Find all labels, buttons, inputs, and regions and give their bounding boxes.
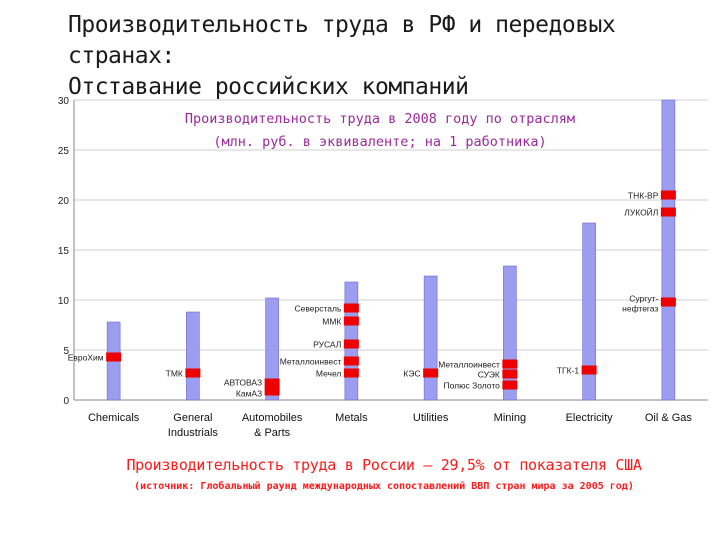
marker-Северсталь-Metals xyxy=(343,303,359,313)
x-tick-label-General Industrials: General Industrials xyxy=(168,412,219,439)
company-label-Металлоинвест-Metals: Металлоинвест xyxy=(280,357,342,367)
bar-Mining xyxy=(503,265,517,401)
marker-ЕвроХим-Chemicals xyxy=(106,352,122,362)
company-label-Северсталь-Metals: Северсталь xyxy=(294,304,341,314)
y-tick-label-5: 5 xyxy=(63,346,69,357)
marker-ТМК-General Industrials xyxy=(185,368,201,378)
company-label-ЕвроХим-Chemicals: ЕвроХим xyxy=(68,353,104,363)
y-tick-label-0: 0 xyxy=(63,396,69,407)
bar-Utilities xyxy=(423,275,438,401)
x-tick-label-Chemicals: Chemicals xyxy=(88,412,140,424)
slide-title-line-1: Производительность труда в РФ и передовы… xyxy=(68,12,616,69)
chart-subtitle: (млн. руб. в эквиваленте; на 1 работника… xyxy=(213,134,546,150)
marker-ТНК-ВР-Oil & Gas xyxy=(660,190,676,200)
company-label-СУЭК-Mining: СУЭК xyxy=(478,370,500,380)
company-label-КамАЗ-Automobiles & Parts: КамАЗ xyxy=(236,389,262,399)
x-tick-label-Oil & Gas: Oil & Gas xyxy=(645,412,693,424)
x-tick-label-Metals: Metals xyxy=(335,412,368,424)
company-label-Полюс Золото-Mining: Полюс Золото xyxy=(443,381,500,391)
y-tick-label-30: 30 xyxy=(58,96,70,107)
company-label-ТМК-General Industrials: ТМК xyxy=(166,369,183,379)
y-tick-label-15: 15 xyxy=(58,246,70,257)
company-label-Мечел-Metals: Мечел xyxy=(316,369,341,379)
marker-ЛУКОЙЛ-Oil & Gas xyxy=(660,207,676,217)
chart-title: Производительность труда в 2008 году по … xyxy=(185,111,575,127)
company-label-ММК-Metals: ММК xyxy=(322,317,341,327)
slide-title: Производительность труда в РФ и передовы… xyxy=(68,10,713,103)
y-tick-label-25: 25 xyxy=(58,146,70,157)
bar-Oil & Gas xyxy=(661,99,676,401)
bar-Electricity xyxy=(582,222,596,401)
bar-General Industrials xyxy=(186,311,200,401)
marker-Мечел-Metals xyxy=(343,368,359,378)
y-tick-label-20: 20 xyxy=(58,196,70,207)
y-tick-label-10: 10 xyxy=(58,296,70,307)
company-label-ЛУКОЙЛ-Oil & Gas: ЛУКОЙЛ xyxy=(624,207,658,218)
marker-КамАЗ-Automobiles & Parts xyxy=(264,386,280,396)
x-tick-label-Electricity: Electricity xyxy=(566,412,614,424)
footer-main-text: Производительность труда в России – 29,5… xyxy=(126,456,642,474)
marker-КЭС-Utilities xyxy=(423,368,439,378)
footer-source-text: (источник: Глобальный раунд международны… xyxy=(134,481,634,492)
x-tick-label-Utilities: Utilities xyxy=(413,412,449,424)
marker-ТГК-1-Electricity xyxy=(581,365,597,375)
x-tick-label-Automobiles & Parts: Automobiles & Parts xyxy=(242,412,303,439)
marker-СУЭК-Mining xyxy=(502,369,518,379)
marker-Металлоинвест-Mining xyxy=(502,359,518,369)
marker-ММК-Metals xyxy=(343,316,359,326)
company-label-РУСАЛ-Metals: РУСАЛ xyxy=(313,340,341,350)
company-label-Металлоинвест-Mining: Металлоинвест xyxy=(438,360,500,370)
company-label-АВТОВАЗ-Automobiles & Parts: АВТОВАЗ xyxy=(224,378,262,388)
x-tick-label-Mining: Mining xyxy=(494,412,526,424)
marker-АВТОВАЗ-Automobiles & Parts xyxy=(264,378,280,388)
bar-Automobiles & Parts xyxy=(265,297,279,401)
company-label-КЭС-Utilities: КЭС xyxy=(403,369,420,379)
company-label-Сургутнефтегаз-Oil & Gas: Сургут-нефтегаз xyxy=(622,294,658,314)
slide-title-line-2: Отставание российских компаний xyxy=(68,74,469,100)
marker-Полюс Золото-Mining xyxy=(502,380,518,390)
company-label-ТНК-ВР-Oil & Gas: ТНК-ВР xyxy=(628,191,659,201)
marker-Сургутнефтегаз-Oil & Gas xyxy=(660,297,676,307)
marker-РУСАЛ-Metals xyxy=(343,339,359,349)
company-label-ТГК-1-Electricity: ТГК-1 xyxy=(557,366,580,376)
marker-Металлоинвест-Metals xyxy=(343,356,359,366)
